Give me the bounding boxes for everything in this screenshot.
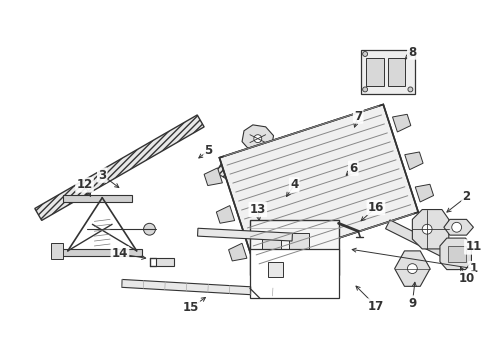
Text: 6: 6 — [348, 162, 357, 175]
Polygon shape — [242, 125, 273, 152]
Circle shape — [407, 87, 412, 92]
Circle shape — [280, 206, 288, 213]
Circle shape — [143, 223, 155, 235]
Circle shape — [407, 264, 416, 274]
Polygon shape — [392, 114, 410, 132]
Bar — [249, 220, 338, 275]
Text: 10: 10 — [457, 272, 474, 285]
Bar — [156, 258, 174, 266]
Bar — [267, 262, 283, 278]
Text: 1: 1 — [468, 262, 476, 275]
Polygon shape — [411, 210, 448, 249]
Bar — [51, 243, 63, 259]
Circle shape — [362, 51, 367, 57]
Text: 8: 8 — [407, 45, 416, 59]
Polygon shape — [394, 251, 429, 286]
Polygon shape — [219, 104, 417, 265]
Bar — [447, 246, 465, 262]
Polygon shape — [443, 219, 472, 235]
Polygon shape — [439, 238, 470, 270]
Text: 5: 5 — [204, 144, 212, 157]
Polygon shape — [216, 206, 234, 223]
Circle shape — [253, 135, 261, 143]
Bar — [261, 233, 281, 253]
Polygon shape — [414, 184, 433, 202]
Text: 12: 12 — [76, 179, 92, 192]
Text: 15: 15 — [183, 301, 199, 315]
Bar — [249, 249, 338, 298]
Polygon shape — [404, 152, 422, 170]
Text: 11: 11 — [465, 240, 481, 253]
Polygon shape — [215, 164, 286, 214]
Circle shape — [407, 51, 412, 57]
Text: 17: 17 — [367, 300, 383, 312]
Polygon shape — [53, 249, 142, 256]
Polygon shape — [385, 220, 448, 258]
Bar — [361, 50, 414, 94]
Circle shape — [451, 222, 461, 232]
Text: 7: 7 — [353, 109, 362, 122]
Bar — [387, 58, 405, 86]
Polygon shape — [122, 279, 294, 297]
Polygon shape — [203, 168, 222, 185]
Polygon shape — [35, 115, 203, 220]
Bar — [289, 233, 308, 253]
Text: 3: 3 — [98, 168, 106, 181]
Circle shape — [362, 87, 367, 92]
Polygon shape — [228, 243, 246, 261]
Circle shape — [277, 203, 291, 216]
Circle shape — [440, 248, 452, 260]
Text: 4: 4 — [289, 179, 298, 192]
Text: 14: 14 — [112, 247, 128, 260]
Polygon shape — [197, 228, 292, 241]
Circle shape — [421, 224, 431, 234]
Text: 9: 9 — [407, 297, 416, 310]
Text: 2: 2 — [462, 190, 469, 203]
Bar — [366, 58, 383, 86]
Text: 13: 13 — [249, 203, 265, 216]
Polygon shape — [63, 195, 131, 202]
Text: 16: 16 — [367, 201, 384, 214]
